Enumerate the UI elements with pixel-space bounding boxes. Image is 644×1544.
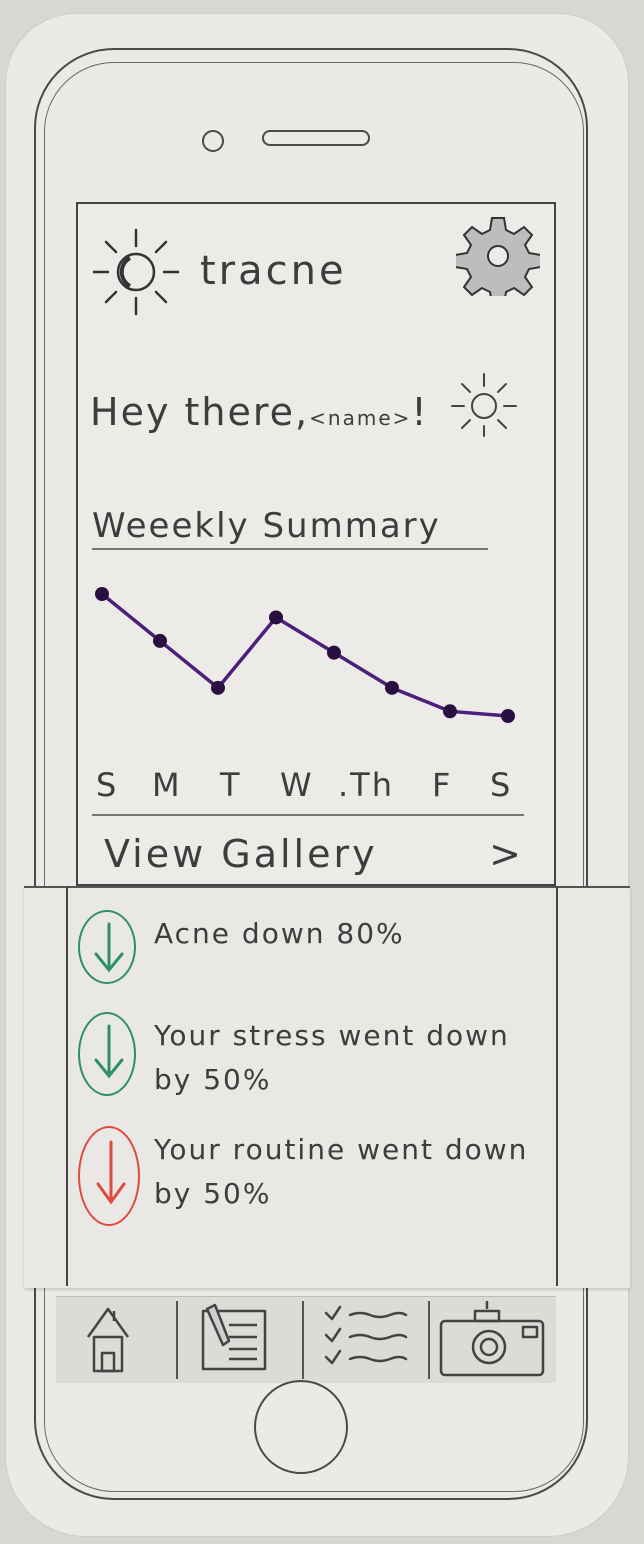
- chart-point: [95, 587, 109, 601]
- view-gallery-link[interactable]: View Gallery >: [104, 832, 524, 882]
- app-title: tracne: [200, 248, 347, 294]
- chart-point: [501, 709, 515, 723]
- speaker-grille: [262, 130, 370, 146]
- chart-point: [269, 610, 283, 625]
- chart-point: [327, 645, 341, 660]
- sun-logo-icon: [92, 228, 180, 316]
- day-label: M: [152, 766, 182, 804]
- camera-icon: [439, 1301, 545, 1377]
- day-label: .Th: [338, 766, 394, 804]
- down-arrow-icon: [78, 1012, 136, 1096]
- chevron-right-icon: >: [489, 832, 524, 876]
- view-gallery-label: View Gallery: [104, 832, 378, 876]
- weekly-line-chart: [95, 587, 515, 723]
- tab-bar: [56, 1296, 556, 1383]
- tab-checklist[interactable]: [306, 1297, 431, 1383]
- divider: [92, 814, 524, 816]
- tab-separator: [428, 1301, 430, 1379]
- tab-separator: [302, 1301, 304, 1379]
- day-label: W: [280, 766, 314, 804]
- phone-frame-inner: [44, 62, 584, 1492]
- stats-screen: [66, 886, 558, 1286]
- stat-text: Your stress went down by 50%: [154, 1019, 510, 1096]
- day-label: S: [96, 766, 119, 804]
- phone-frame: [34, 48, 588, 1500]
- home-icon: [86, 1307, 130, 1373]
- greeting: Hey there,<name>!: [90, 390, 429, 434]
- greeting-name: <name>: [309, 406, 412, 430]
- day-label: T: [220, 766, 242, 804]
- checklist-icon: [324, 1305, 408, 1365]
- greeting-suffix: !: [411, 390, 429, 434]
- stat-text: Acne down 80%: [154, 917, 405, 950]
- chart-point: [211, 680, 225, 695]
- tab-journal[interactable]: [181, 1297, 306, 1383]
- weekly-summary-title: Weeekly Summary: [92, 506, 488, 550]
- journal-icon: [201, 1303, 267, 1371]
- day-label: S: [490, 766, 513, 804]
- front-camera: [202, 130, 224, 152]
- home-button[interactable]: [254, 1380, 348, 1474]
- sun-icon: [451, 373, 517, 437]
- chart-point: [443, 704, 457, 719]
- tab-separator: [176, 1301, 178, 1379]
- down-arrow-icon: [78, 910, 136, 984]
- down-arrow-icon: [78, 1126, 140, 1226]
- screen: [76, 202, 556, 886]
- stat-text: Your routine went down by 50%: [154, 1133, 529, 1210]
- chart-point: [385, 680, 399, 695]
- tab-camera[interactable]: [431, 1297, 556, 1383]
- chart-series-line: [100, 592, 509, 718]
- greeting-prefix: Hey there,: [90, 390, 310, 434]
- day-label: F: [432, 766, 453, 804]
- tab-home[interactable]: [56, 1297, 181, 1383]
- gear-icon[interactable]: [456, 212, 540, 296]
- chart-point: [153, 633, 167, 648]
